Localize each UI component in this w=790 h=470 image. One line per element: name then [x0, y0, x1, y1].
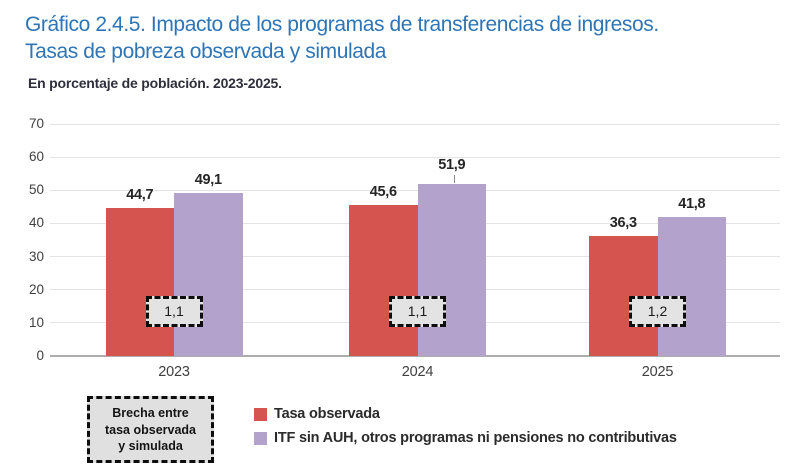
bar-value-label: 45,6 — [369, 183, 397, 200]
bar-value-label: 41,8 — [678, 196, 706, 213]
x-tick-label-2024: 2024 — [401, 364, 434, 380]
y-tick-label: 60 — [28, 149, 44, 165]
y-tick-label: 30 — [28, 248, 44, 264]
bar-simulada-2025 — [657, 217, 726, 356]
legend-swatch-observada-icon — [254, 407, 267, 421]
gap-box-2025: 1,2 — [629, 296, 686, 327]
bar-observada-2023 — [105, 207, 174, 356]
chart-title-line-2: Tasas de pobreza observada y simulada — [25, 40, 387, 63]
bar-value-label: 49,1 — [194, 172, 222, 189]
x-tick-label-2023: 2023 — [158, 364, 190, 380]
legend-label-simulada: ITF sin AUH, otros programas ni pensione… — [274, 430, 677, 446]
gap-legend-box: Brecha entre tasa observada y simulada — [87, 396, 214, 463]
value-label-leader-line — [453, 174, 456, 183]
legend-item-observada: Tasa observada — [254, 406, 380, 422]
gridline — [50, 156, 780, 158]
x-tick-label-2025: 2025 — [641, 364, 674, 380]
bar-value-label: 51,9 — [438, 156, 466, 173]
y-tick-label: 50 — [28, 182, 44, 198]
legend-swatch-simulada-icon — [254, 431, 267, 445]
chart-subtitle: En porcentaje de población. 2023-2025. — [28, 75, 282, 91]
bar-value-label: 36,3 — [609, 214, 637, 231]
chart-title-line-1: Gráfico 2.4.5. Impacto de los programas … — [25, 13, 659, 36]
chart-title: Gráfico 2.4.5. Impacto de los programas … — [25, 11, 659, 65]
bar-value-label: 44,7 — [126, 186, 154, 203]
x-axis-line — [50, 355, 780, 357]
bar-observada-2024 — [349, 204, 418, 356]
gap-legend-line-1: Brecha entre — [112, 406, 189, 420]
gap-box-2023: 1,1 — [145, 296, 203, 327]
gridline — [50, 123, 780, 125]
bar-simulada-2024 — [417, 183, 486, 356]
legend-label-observada: Tasa observada — [274, 406, 380, 422]
y-tick-label: 20 — [28, 281, 44, 297]
y-tick-label: 10 — [28, 314, 44, 330]
y-tick-label: 40 — [28, 215, 44, 231]
bar-observada-2025 — [589, 235, 658, 356]
gap-legend-line-3: y simulada — [118, 439, 183, 453]
legend-item-simulada: ITF sin AUH, otros programas ni pensione… — [254, 430, 677, 446]
gridline — [50, 189, 780, 191]
gap-box-2024: 1,1 — [389, 296, 446, 327]
y-tick-label: 0 — [36, 348, 44, 363]
bar-simulada-2023 — [174, 193, 243, 356]
gap-legend-line-2: tasa observada — [104, 422, 197, 437]
y-tick-label: 70 — [28, 116, 44, 131]
